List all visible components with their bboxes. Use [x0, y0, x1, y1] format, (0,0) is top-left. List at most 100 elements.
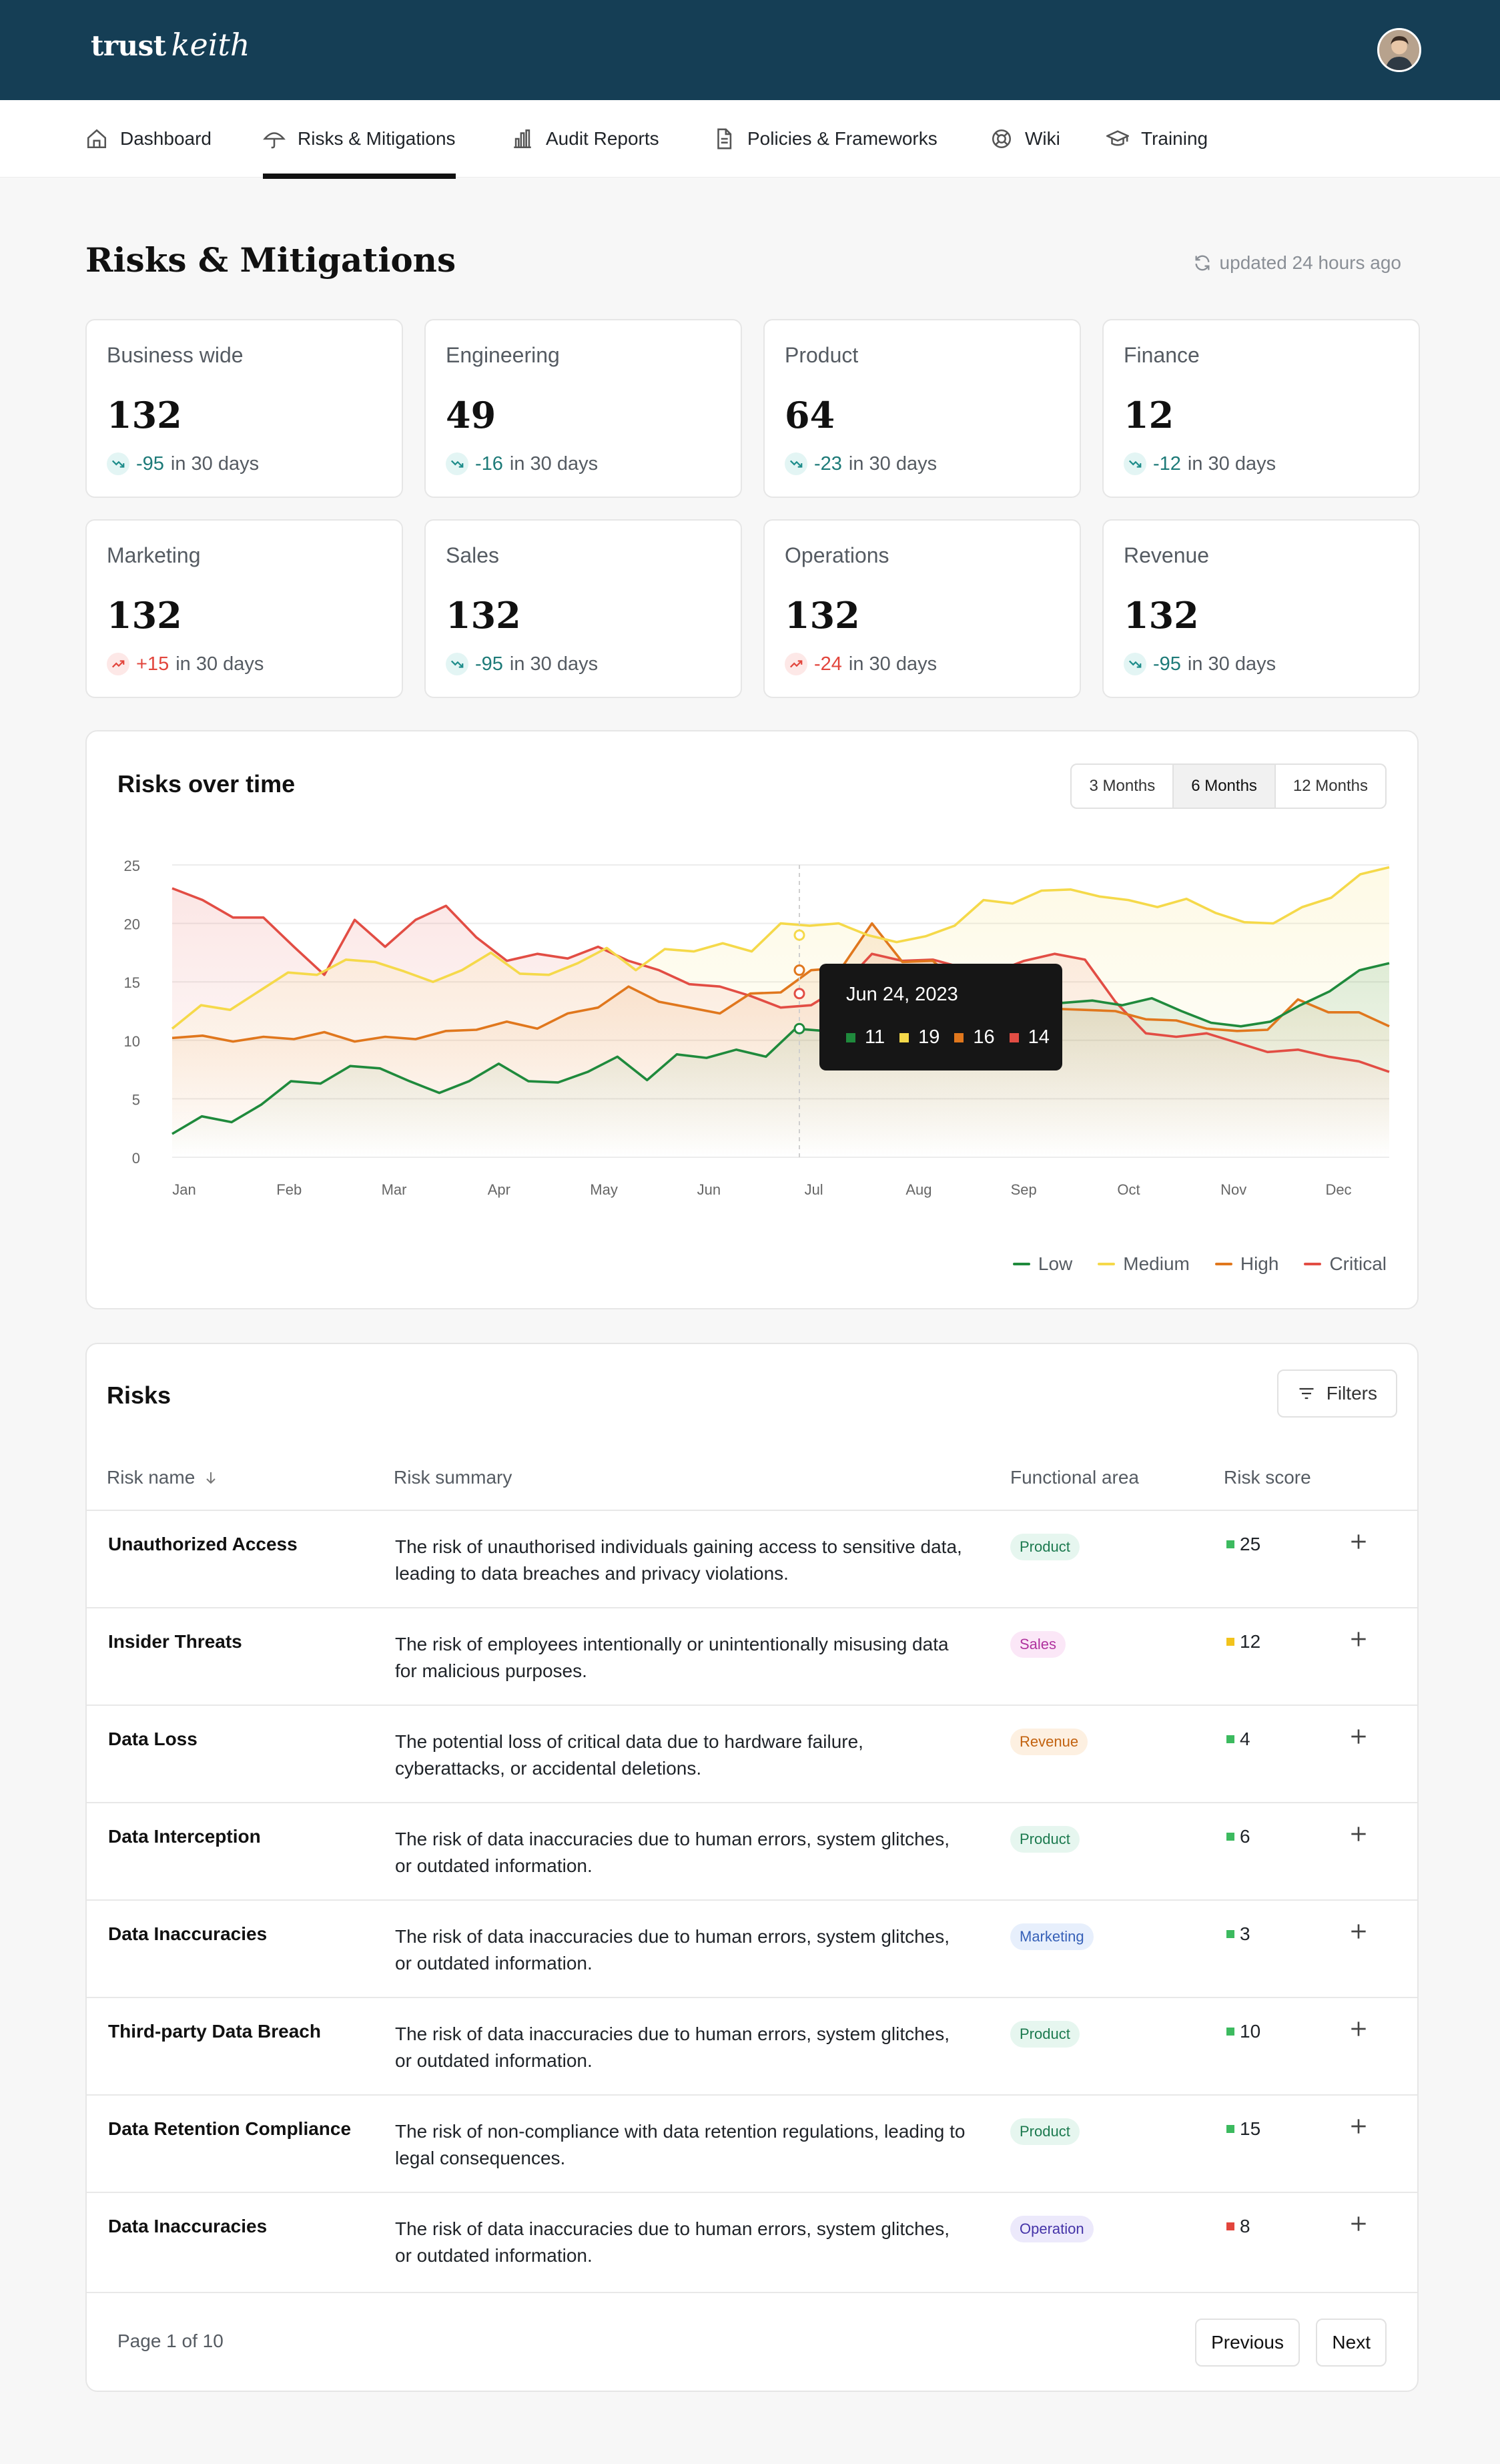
risks-over-time-chart[interactable]: 0 5 10 15 20 25 Jan Feb Mar Apr May Jun Jul Aug Sep Oct…	[87, 731, 1417, 1308]
risk-name: Insider Threats	[108, 1631, 242, 1652]
column-header-risk-name[interactable]: Risk name	[107, 1467, 219, 1488]
risk-score: 6	[1226, 1826, 1250, 1847]
summary-card-finance[interactable]: Finance 12 -12 in 30 days	[1102, 319, 1420, 498]
score-indicator	[1226, 2125, 1234, 2133]
legend-medium[interactable]: Medium	[1098, 1253, 1190, 1275]
expand-row-button[interactable]	[1348, 2116, 1369, 2137]
card-value: 132	[107, 394, 182, 436]
risk-summary: The potential loss of critical data due …	[395, 1731, 863, 1779]
summary-card-business-wide[interactable]: Business wide 132 -95 in 30 days	[85, 319, 403, 498]
table-row[interactable]: Insider Threats The risk of employees int…	[87, 1607, 1417, 1705]
nav-label: Wiki	[1025, 128, 1060, 149]
expand-row-button[interactable]	[1348, 2213, 1369, 2234]
series-line-high[interactable]	[171, 922, 1390, 1043]
card-value: 49	[446, 394, 496, 436]
card-title: Business wide	[107, 343, 244, 367]
expand-row-button[interactable]	[1348, 1726, 1369, 1747]
risks-table-title: Risks	[107, 1381, 171, 1409]
nav-item-dashboard[interactable]: Dashboard	[85, 100, 212, 178]
table-row[interactable]: Data Inaccuracies The risk of data inaccu…	[87, 1899, 1417, 1997]
summary-card-engineering[interactable]: Engineering 49 -16 in 30 days	[424, 319, 742, 498]
trend-down-icon	[785, 452, 807, 475]
nav-item-risks[interactable]: Risks & Mitigations	[263, 100, 456, 179]
nav-item-audit-reports[interactable]: Audit Reports	[511, 100, 659, 178]
trend-down-icon	[446, 452, 468, 475]
user-avatar[interactable]	[1377, 28, 1421, 72]
risk-summary: The risk of non-compliance with data ret…	[395, 2121, 966, 2168]
highlight-point-critical[interactable]	[793, 988, 805, 1000]
series-line-medium[interactable]	[171, 866, 1390, 1030]
sort-arrow-down-icon[interactable]	[203, 1470, 219, 1486]
filters-button[interactable]: Filters	[1276, 1369, 1397, 1418]
summary-card-marketing[interactable]: Marketing 132 +15 in 30 days	[85, 519, 403, 698]
series-line-low[interactable]	[171, 962, 1390, 1135]
y-tick-label: 0	[132, 1150, 140, 1167]
table-row[interactable]: Data Loss The potential loss of critical …	[87, 1705, 1417, 1802]
card-delta-suffix: in 30 days	[848, 653, 938, 675]
expand-row-button[interactable]	[1348, 1823, 1369, 1845]
functional-area-badge: Product	[1010, 2021, 1080, 2048]
x-tick-label: Jul	[805, 1181, 823, 1198]
functional-area-badge: Revenue	[1010, 1729, 1088, 1755]
score-indicator	[1226, 1930, 1234, 1938]
risk-score: 15	[1226, 2118, 1260, 2140]
functional-area-badge: Product	[1010, 1826, 1080, 1853]
risks-chart-panel: Risks over time 3 Months 6 Months 12 Mon…	[85, 730, 1419, 1309]
functional-area-badge: Marketing	[1010, 1923, 1094, 1950]
expand-row-button[interactable]	[1348, 2018, 1369, 2040]
card-title: Engineering	[446, 343, 560, 367]
summary-card-sales[interactable]: Sales 132 -95 in 30 days	[424, 519, 742, 698]
pagination: Page 1 of 10 Previous Next	[87, 2292, 1417, 2391]
document-icon	[717, 128, 732, 149]
table-row[interactable]: Data Interception The risk of data inaccu…	[87, 1802, 1417, 1899]
table-row[interactable]: Unauthorized Access The risk of unauthori…	[87, 1510, 1417, 1607]
table-row[interactable]: Third-party Data Breach The risk of data …	[87, 1997, 1417, 2094]
next-page-button[interactable]: Next	[1316, 2319, 1387, 2367]
card-delta-value: -95	[1153, 653, 1181, 675]
risk-name: Data Loss	[108, 1729, 198, 1749]
range-6-months[interactable]: 6 Months	[1172, 765, 1274, 808]
highlight-point-medium[interactable]	[793, 929, 805, 941]
nav-item-policies[interactable]: Policies & Frameworks	[713, 100, 938, 178]
series-line-critical[interactable]	[171, 887, 1390, 1073]
brand-logo[interactable]: trust keith	[91, 27, 250, 63]
card-title: Finance	[1124, 343, 1200, 367]
plus-icon	[1351, 2216, 1366, 2231]
risk-summary: The risk of data inaccuracies due to hum…	[395, 2024, 950, 2071]
nav-item-wiki[interactable]: Wiki	[990, 100, 1060, 178]
nav-item-training[interactable]: Training	[1106, 100, 1208, 178]
card-delta-suffix: in 30 days	[1187, 653, 1276, 675]
previous-page-button[interactable]: Previous	[1195, 2319, 1300, 2367]
legend-critical[interactable]: Critical	[1304, 1253, 1387, 1275]
functional-area-badge: Sales	[1010, 1631, 1066, 1658]
highlight-point-low[interactable]	[793, 1022, 805, 1034]
x-tick-label: Dec	[1325, 1181, 1351, 1198]
table-row[interactable]: Data Retention Compliance The risk of non…	[87, 2094, 1417, 2192]
summary-card-product[interactable]: Product 64 -23 in 30 days	[763, 319, 1081, 498]
y-tick-label: 15	[124, 974, 140, 991]
x-tick-label: Nov	[1220, 1181, 1246, 1198]
trend-down-icon	[446, 653, 468, 675]
column-header-risk-summary[interactable]: Risk summary	[394, 1467, 512, 1488]
range-3-months[interactable]: 3 Months	[1089, 777, 1156, 795]
risk-summary: The risk of unauthorised individuals gai…	[395, 1536, 962, 1584]
highlight-point-high[interactable]	[793, 964, 805, 976]
table-row[interactable]: Data Inaccuracies The risk of data inaccu…	[87, 2192, 1417, 2289]
summary-card-operations[interactable]: Operations 132 -24 in 30 days	[763, 519, 1081, 698]
tooltip-medium: 19	[899, 1026, 940, 1048]
risk-summary: The risk of data inaccuracies due to hum…	[395, 2218, 950, 2266]
legend-low[interactable]: Low	[1012, 1253, 1072, 1275]
expand-row-button[interactable]	[1348, 1531, 1369, 1552]
functional-area-badge: Operation	[1010, 2216, 1094, 2242]
column-header-risk-score[interactable]: Risk score	[1224, 1467, 1311, 1488]
risk-score: 12	[1226, 1631, 1260, 1652]
card-delta: -95 in 30 days	[107, 452, 259, 475]
column-header-functional-area[interactable]: Functional area	[1010, 1467, 1140, 1488]
brand-logo-part2: keith	[171, 27, 250, 63]
expand-row-button[interactable]	[1348, 1921, 1369, 1942]
expand-row-button[interactable]	[1348, 1628, 1369, 1650]
summary-card-revenue[interactable]: Revenue 132 -95 in 30 days	[1102, 519, 1420, 698]
range-12-months[interactable]: 12 Months	[1274, 765, 1385, 808]
x-tick-label: Feb	[276, 1181, 302, 1198]
legend-high[interactable]: High	[1214, 1253, 1278, 1275]
